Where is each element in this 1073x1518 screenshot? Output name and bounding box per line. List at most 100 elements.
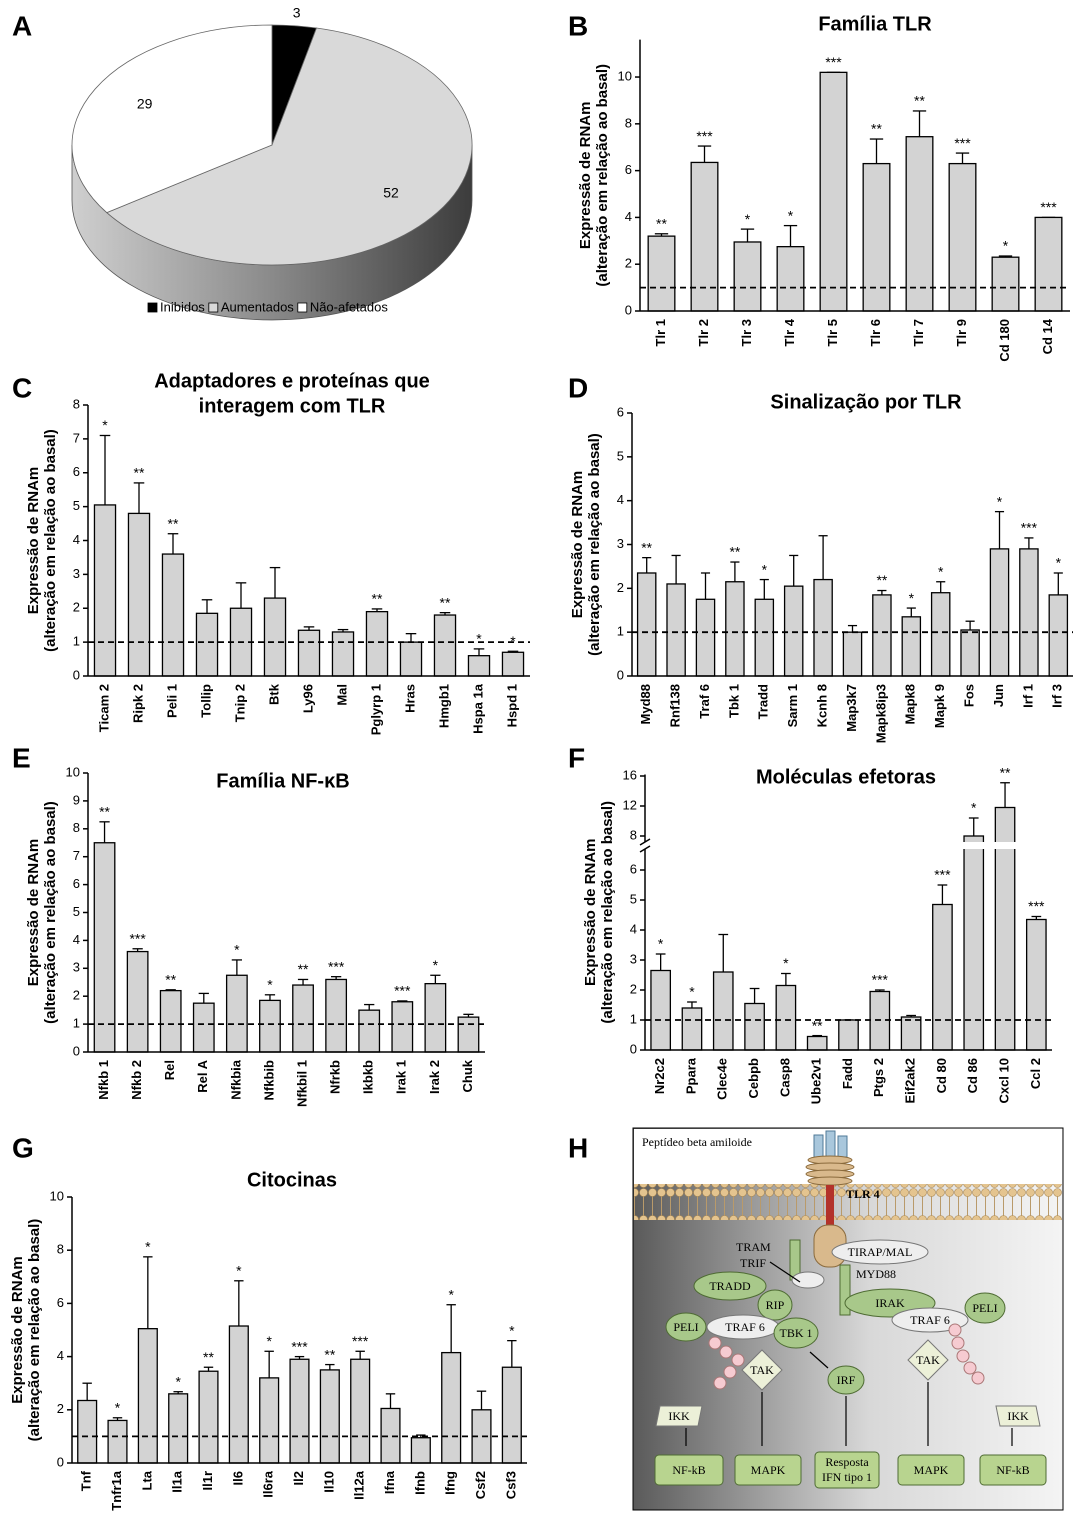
y-tick-label: 0 bbox=[617, 667, 624, 682]
x-tick-label: Ppara bbox=[683, 1057, 698, 1094]
diagram-label: TRADD bbox=[709, 1279, 751, 1293]
figure: Peptídeo beta amiloide TLR 4 TRAM TRIF T… bbox=[0, 0, 1073, 1513]
x-tick-label: Ccl 2 bbox=[1028, 1058, 1043, 1089]
bar bbox=[814, 580, 832, 676]
significance-label: ** bbox=[729, 544, 740, 560]
diagram-label: NF-kB bbox=[996, 1463, 1029, 1477]
significance-label: ** bbox=[914, 93, 925, 109]
bar bbox=[162, 554, 183, 676]
y-tick-label: 4 bbox=[630, 921, 637, 936]
bar bbox=[458, 1017, 479, 1052]
significance-label: * bbox=[788, 207, 794, 223]
chart-title: interagem com TLR bbox=[199, 395, 386, 417]
x-tick-label: Ube2v1 bbox=[809, 1058, 824, 1104]
panel-letter: H bbox=[568, 1132, 588, 1163]
x-tick-label: Rnf138 bbox=[668, 684, 683, 727]
signaling-diagram: Peptídeo beta amiloide TLR 4 TRAM TRIF T… bbox=[568, 1128, 1063, 1510]
x-tick-label: Hspd 1 bbox=[504, 684, 519, 727]
y-axis-label: Expressão de RNAm bbox=[582, 838, 599, 986]
y-tick-label: 3 bbox=[73, 960, 80, 975]
bar bbox=[502, 652, 523, 676]
x-tick-label: Mal bbox=[334, 684, 349, 706]
bar bbox=[902, 617, 920, 676]
legend-label: Aumentados bbox=[221, 299, 294, 314]
diagram-label: IKK bbox=[1007, 1409, 1029, 1423]
diagram-label: NF-kB bbox=[672, 1463, 705, 1477]
bar bbox=[1020, 549, 1038, 676]
y-tick-label: 3 bbox=[73, 566, 80, 581]
bar bbox=[320, 1370, 339, 1463]
bar bbox=[160, 991, 181, 1052]
x-tick-label: Nfkbib bbox=[261, 1060, 276, 1101]
bar bbox=[776, 986, 795, 1051]
y-tick-label: 5 bbox=[73, 498, 80, 513]
bar bbox=[667, 584, 685, 676]
x-tick-label: Rel bbox=[162, 1060, 177, 1080]
x-tick-label: Il10 bbox=[321, 1471, 336, 1493]
x-tick-label: Mapk8ip3 bbox=[873, 684, 888, 743]
bar bbox=[227, 975, 248, 1052]
y-tick-label: 7 bbox=[73, 430, 80, 445]
significance-label: ** bbox=[1000, 764, 1011, 780]
y-tick-label: 6 bbox=[73, 464, 80, 479]
y-tick-label: 10 bbox=[66, 764, 80, 779]
y-tick-label: 10 bbox=[618, 68, 632, 83]
diagram-label: IKK bbox=[668, 1409, 690, 1423]
x-tick-label: Nr2c2 bbox=[652, 1058, 667, 1094]
x-tick-label: Tlr 4 bbox=[782, 318, 797, 346]
y-tick-label: 5 bbox=[617, 448, 624, 463]
chart-title: Família NF-κB bbox=[216, 770, 349, 792]
y-tick-label: 8 bbox=[73, 820, 80, 835]
significance-label: * bbox=[175, 1373, 181, 1389]
y-tick-label: 6 bbox=[73, 876, 80, 891]
significance-label: * bbox=[762, 561, 768, 577]
legend-swatch bbox=[148, 303, 157, 312]
diagram-label: TRAF 6 bbox=[725, 1320, 765, 1334]
diagram-label: PELI bbox=[673, 1320, 698, 1334]
x-tick-label: Eif2ak2 bbox=[903, 1058, 918, 1104]
bar bbox=[906, 137, 933, 311]
x-tick-label: Il6 bbox=[230, 1471, 245, 1485]
y-tick-label: 6 bbox=[625, 162, 632, 177]
y-axis-label: Expressão de RNAm bbox=[25, 839, 42, 987]
y-tick-label: 4 bbox=[57, 1348, 64, 1363]
bar bbox=[648, 236, 675, 311]
x-tick-label: Pglyrp 1 bbox=[368, 684, 383, 735]
y-axis-label: (alteração em relação ao basal) bbox=[586, 433, 603, 656]
x-tick-label: Cd 86 bbox=[965, 1058, 980, 1093]
bar bbox=[638, 573, 656, 676]
bar bbox=[992, 257, 1019, 311]
bar bbox=[290, 1359, 309, 1463]
significance-label: * bbox=[115, 1399, 121, 1415]
chart-title: Moléculas efetoras bbox=[756, 766, 936, 788]
x-tick-label: Hmgb1 bbox=[436, 684, 451, 728]
x-tick-label: Il6ra bbox=[261, 1470, 276, 1498]
significance-label: * bbox=[102, 417, 108, 433]
diagram-label: IRAK bbox=[875, 1296, 905, 1310]
significance-label: * bbox=[145, 1239, 151, 1255]
x-tick-label: Hspa 1a bbox=[470, 683, 485, 734]
x-tick-label: Chuk bbox=[460, 1059, 475, 1092]
x-tick-label: Ifnb bbox=[412, 1471, 427, 1495]
significance-label: *** bbox=[291, 1338, 308, 1354]
x-tick-label: Tlr 1 bbox=[653, 319, 668, 346]
x-tick-label: Sarm 1 bbox=[785, 684, 800, 727]
significance-label: * bbox=[476, 631, 482, 647]
y-tick-label: 0 bbox=[630, 1041, 637, 1056]
bar bbox=[933, 905, 952, 1051]
significance-label: * bbox=[783, 955, 789, 971]
x-tick-label: Il12a bbox=[352, 1470, 367, 1500]
diagram-label: TAK bbox=[916, 1353, 940, 1367]
y-axis-label: Expressão de RNAm bbox=[25, 467, 42, 615]
bar bbox=[1027, 920, 1046, 1051]
x-tick-label: Ripk 2 bbox=[130, 684, 145, 723]
significance-label: ** bbox=[372, 591, 383, 607]
significance-label: ** bbox=[324, 1346, 335, 1362]
legend-swatch bbox=[209, 303, 218, 312]
bar bbox=[843, 632, 861, 676]
x-tick-label: Cd 14 bbox=[1040, 318, 1055, 354]
y-tick-label: 1 bbox=[617, 624, 624, 639]
y-tick-label: 4 bbox=[617, 492, 624, 507]
significance-label: ** bbox=[99, 804, 110, 820]
y-axis-label: Expressão de RNAm bbox=[9, 1256, 26, 1404]
